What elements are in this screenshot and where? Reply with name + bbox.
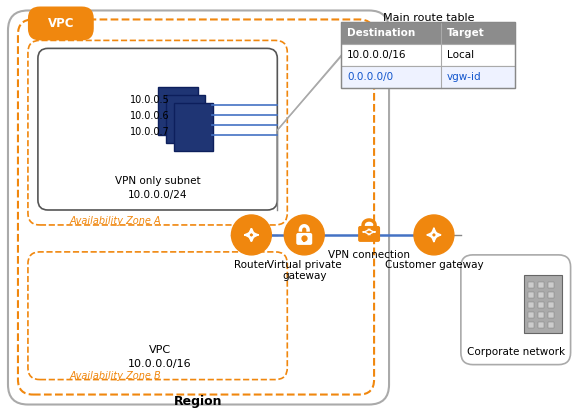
Text: 10.0.0.5: 10.0.0.5 bbox=[130, 95, 170, 105]
Text: VPC: VPC bbox=[47, 17, 74, 30]
FancyBboxPatch shape bbox=[174, 103, 213, 151]
Bar bbox=[524, 275, 561, 333]
Bar bbox=[341, 44, 515, 66]
Circle shape bbox=[414, 215, 454, 255]
FancyBboxPatch shape bbox=[461, 255, 571, 364]
Bar bbox=[528, 292, 534, 298]
Text: 10.0.0.6: 10.0.0.6 bbox=[130, 111, 170, 121]
FancyBboxPatch shape bbox=[166, 95, 205, 143]
Text: Destination: Destination bbox=[347, 28, 415, 38]
Text: vgw-id: vgw-id bbox=[447, 72, 482, 82]
Bar bbox=[548, 302, 554, 308]
Text: Availability Zone A: Availability Zone A bbox=[70, 216, 162, 226]
Bar bbox=[341, 23, 515, 88]
Text: 10.0.0.7: 10.0.0.7 bbox=[130, 127, 170, 137]
Bar bbox=[548, 282, 554, 288]
Text: VPN only subnet
10.0.0.0/24: VPN only subnet 10.0.0.0/24 bbox=[115, 176, 200, 200]
FancyBboxPatch shape bbox=[38, 48, 278, 210]
Bar bbox=[548, 322, 554, 328]
Bar bbox=[538, 312, 544, 318]
Text: Local: Local bbox=[447, 50, 474, 60]
Text: Main route table: Main route table bbox=[383, 13, 475, 23]
Text: Region: Region bbox=[174, 394, 223, 407]
Text: Virtual private
gateway: Virtual private gateway bbox=[267, 260, 342, 281]
Text: Target: Target bbox=[447, 28, 485, 38]
FancyBboxPatch shape bbox=[296, 233, 312, 245]
Bar bbox=[548, 292, 554, 298]
Bar bbox=[528, 282, 534, 288]
Bar bbox=[538, 282, 544, 288]
Bar bbox=[548, 312, 554, 318]
Bar bbox=[528, 302, 534, 308]
Text: Router: Router bbox=[234, 260, 269, 270]
Bar bbox=[538, 292, 544, 298]
FancyBboxPatch shape bbox=[358, 226, 380, 242]
FancyBboxPatch shape bbox=[8, 10, 389, 404]
Text: VPC
10.0.0.0/16: VPC 10.0.0.0/16 bbox=[128, 344, 192, 369]
Bar bbox=[528, 312, 534, 318]
Bar bbox=[341, 23, 515, 44]
Text: 10.0.0.0/16: 10.0.0.0/16 bbox=[347, 50, 407, 60]
FancyBboxPatch shape bbox=[158, 87, 197, 135]
Text: VPN connection: VPN connection bbox=[328, 250, 410, 260]
Text: Corporate network: Corporate network bbox=[467, 347, 565, 357]
Bar bbox=[538, 322, 544, 328]
Text: 0.0.0.0/0: 0.0.0.0/0 bbox=[347, 72, 394, 82]
Text: Customer gateway: Customer gateway bbox=[385, 260, 484, 270]
Circle shape bbox=[284, 215, 324, 255]
Bar bbox=[528, 322, 534, 328]
Bar bbox=[341, 66, 515, 88]
Text: Availability Zone B: Availability Zone B bbox=[70, 371, 162, 381]
Bar bbox=[538, 302, 544, 308]
FancyBboxPatch shape bbox=[28, 7, 94, 40]
Circle shape bbox=[231, 215, 271, 255]
